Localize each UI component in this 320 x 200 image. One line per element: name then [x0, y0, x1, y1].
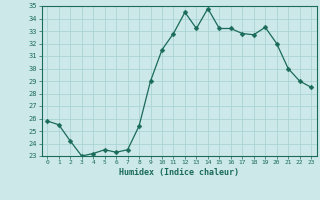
X-axis label: Humidex (Indice chaleur): Humidex (Indice chaleur) [119, 168, 239, 177]
